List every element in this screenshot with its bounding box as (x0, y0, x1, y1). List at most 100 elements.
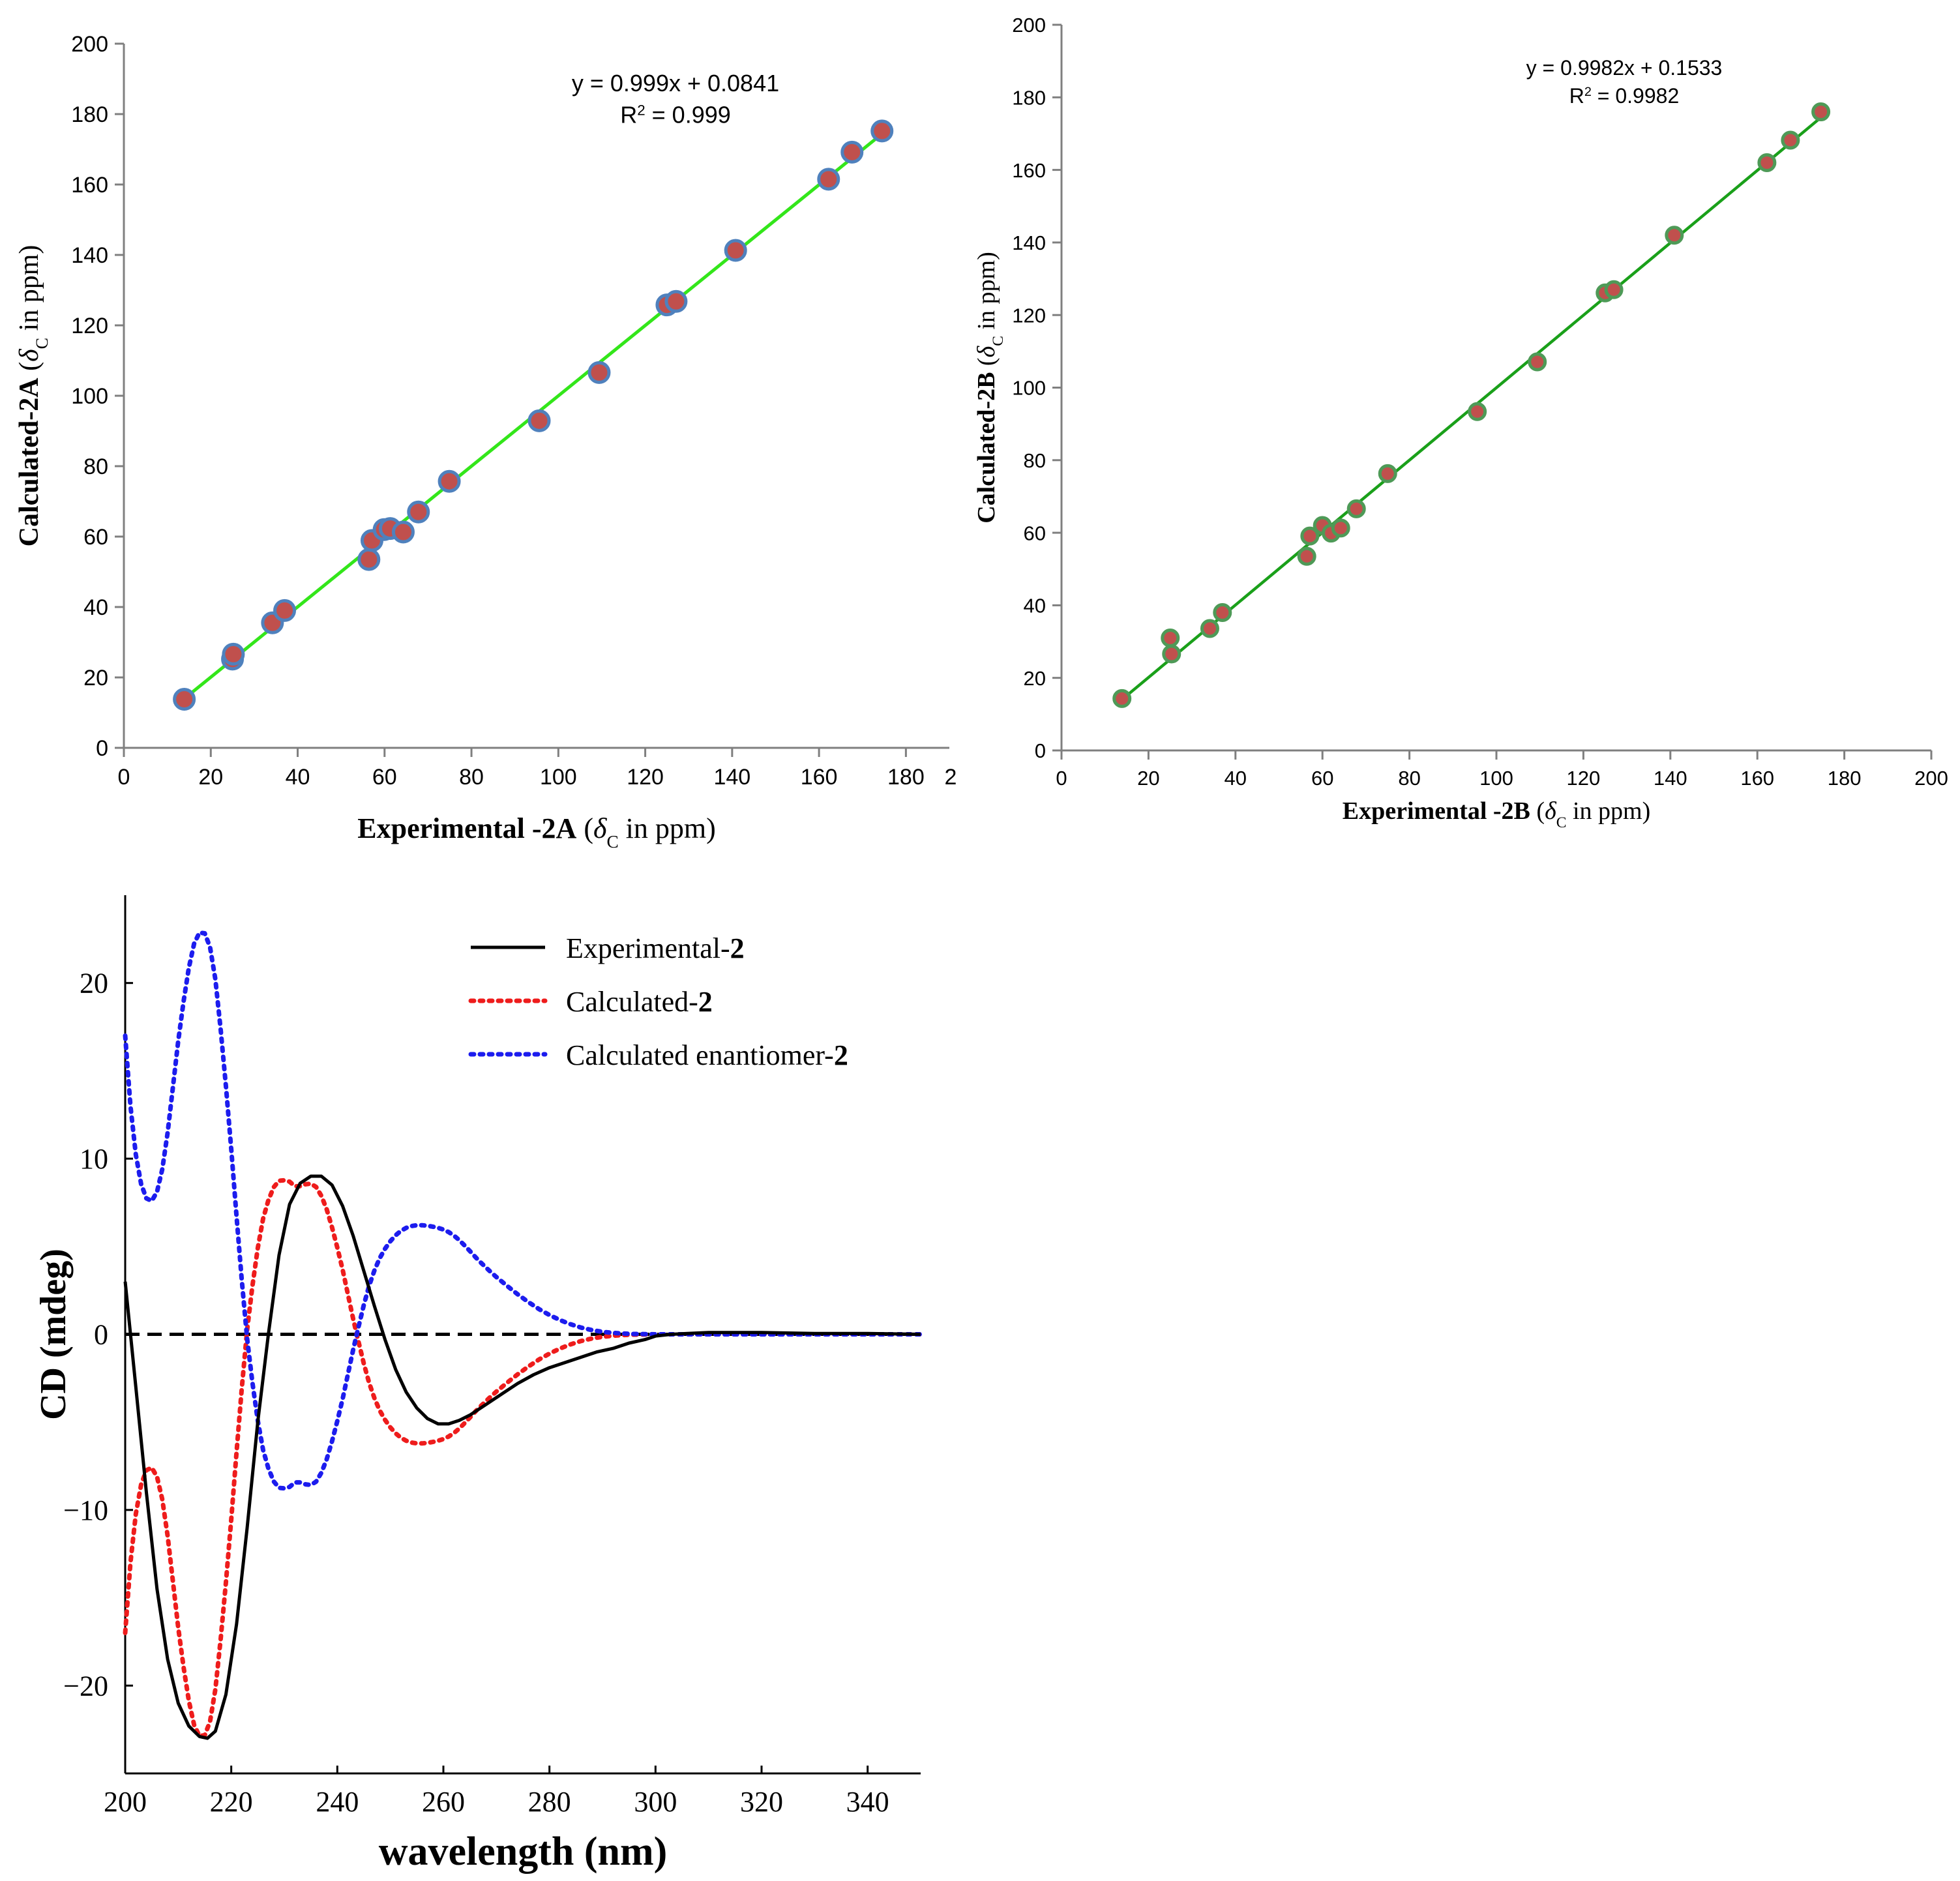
unit-delta: δ (593, 812, 608, 844)
x-axis-title: Experimental -2B (δC in ppm) (1343, 797, 1650, 831)
unit-open: ( (584, 812, 593, 844)
scatter-chart-2b: 0204060801001201401601802000204060801001… (973, 14, 1948, 831)
y-tick-label: 80 (83, 454, 108, 479)
data-point (529, 411, 549, 430)
r-squared: R2 = 0.999 (620, 102, 731, 128)
y-tick-label: 120 (71, 314, 108, 338)
y-tick-label: −20 (63, 1670, 108, 1702)
legend-label: Experimental- (566, 932, 730, 964)
x-tick-label: 260 (422, 1786, 465, 1818)
legend-label: Calculated enantiomer- (566, 1039, 834, 1071)
data-point (1783, 132, 1798, 148)
legend-entry: Calculated enantiomer-2 (566, 1039, 848, 1071)
r-squared-value: = 0.999 (646, 102, 731, 128)
data-point (439, 471, 459, 491)
data-point (409, 502, 428, 522)
y-tick-label: 200 (71, 32, 108, 57)
data-point (1114, 690, 1130, 706)
scatter-chart-2a: 0204060801001201401601802020406080100120… (14, 32, 957, 852)
x-tick-label: 320 (740, 1786, 783, 1818)
y-tick-label: 20 (1024, 667, 1046, 690)
x-tick-label: 40 (286, 765, 310, 790)
y-axis-title-gap (14, 371, 44, 378)
y-axis-title: Calculated-2A (δC in ppm) (14, 245, 52, 547)
regression-equation: y = 0.9982x + 0.1533 (1526, 56, 1723, 80)
data-point (1813, 104, 1829, 120)
data-point (819, 170, 839, 189)
y-tick-label: 140 (71, 243, 108, 268)
figure-canvas: 0204060801001201401601802020406080100120… (0, 0, 1960, 1881)
legend-label-number: 2 (698, 986, 713, 1018)
data-point (1348, 501, 1364, 516)
x-tick-label: 340 (846, 1786, 889, 1818)
x-axis-title: wavelength (nm) (379, 1829, 668, 1874)
y-axis-title-main: Calculated-2B (973, 372, 1000, 524)
y-tick-label: 10 (80, 1143, 108, 1175)
regression-equation: y = 0.999x + 0.0841 (572, 70, 779, 96)
x-tick-label: 60 (1311, 767, 1333, 790)
y-tick-label: 120 (1012, 304, 1046, 327)
data-point (726, 241, 745, 260)
y-axis-title: CD (mdeg) (33, 1249, 74, 1420)
y-tick-label: 0 (96, 736, 108, 761)
data-point (842, 142, 862, 162)
x-axis-title-gap (1530, 797, 1537, 825)
y-tick-label: 180 (1012, 86, 1046, 109)
x-axis-title-main: Experimental -2A (357, 812, 576, 844)
x-tick-label: 80 (459, 765, 484, 790)
x-tick-label: 80 (1398, 767, 1420, 790)
x-tick-label: 180 (887, 765, 925, 790)
y-tick-label: 60 (1024, 522, 1046, 544)
unit-open: ( (1536, 797, 1545, 825)
unit-subscript: C (606, 832, 618, 852)
unit-rest: in ppm) (619, 812, 716, 844)
data-point (1380, 466, 1395, 481)
x-axis-title-gap (576, 812, 584, 844)
x-tick-label: 140 (713, 765, 750, 790)
data-point (872, 121, 892, 141)
r-squared-superscript: 2 (1584, 85, 1592, 99)
data-point (224, 644, 243, 664)
data-point (1163, 630, 1178, 645)
unit-delta: δ (973, 345, 1000, 357)
data-point (275, 600, 295, 620)
x-tick-label: 200 (104, 1786, 147, 1818)
series-line-2 (125, 932, 921, 1488)
y-tick-label: 20 (80, 968, 108, 1000)
y-tick-label: 80 (1024, 449, 1046, 472)
x-tick-label: 140 (1654, 767, 1687, 790)
unit-delta: δ (14, 348, 44, 362)
x-tick-label: 180 (1828, 767, 1862, 790)
data-point (1299, 548, 1314, 564)
x-tick-label: 240 (316, 1786, 359, 1818)
unit-rest: in ppm) (1566, 797, 1650, 825)
data-point (359, 550, 379, 569)
y-tick-label: 40 (1024, 595, 1046, 617)
r-squared-value: = 0.9982 (1592, 84, 1679, 108)
unit-open: ( (973, 357, 1000, 366)
x-tick-label: 40 (1225, 767, 1247, 790)
x-axis-title-main: Experimental -2B (1343, 797, 1530, 825)
y-tick-label: 180 (71, 102, 108, 127)
unit-rest: in ppm) (14, 245, 44, 338)
x-tick-label: 120 (627, 765, 664, 790)
data-point (1667, 228, 1682, 243)
x-tick-label: 60 (372, 765, 397, 790)
x-tick-label: 200 (1914, 767, 1948, 790)
data-point (1333, 520, 1348, 536)
r-squared: R2 = 0.9982 (1569, 84, 1679, 108)
unit-subscript: C (1556, 814, 1567, 831)
y-tick-label: 100 (71, 384, 108, 409)
unit-open: ( (14, 362, 44, 371)
data-point (1606, 282, 1622, 297)
unit-delta: δ (1545, 797, 1557, 825)
x-tick-label: 0 (118, 765, 130, 790)
legend-label: Calculated- (566, 986, 698, 1018)
y-tick-label: 140 (1012, 231, 1046, 254)
data-point (175, 689, 194, 709)
legend-label-number: 2 (730, 932, 745, 964)
x-tick-label: 160 (801, 765, 838, 790)
y-tick-label: 0 (94, 1319, 108, 1351)
x-tick-label: 20 (198, 765, 223, 790)
x-tick-label: 100 (540, 765, 577, 790)
